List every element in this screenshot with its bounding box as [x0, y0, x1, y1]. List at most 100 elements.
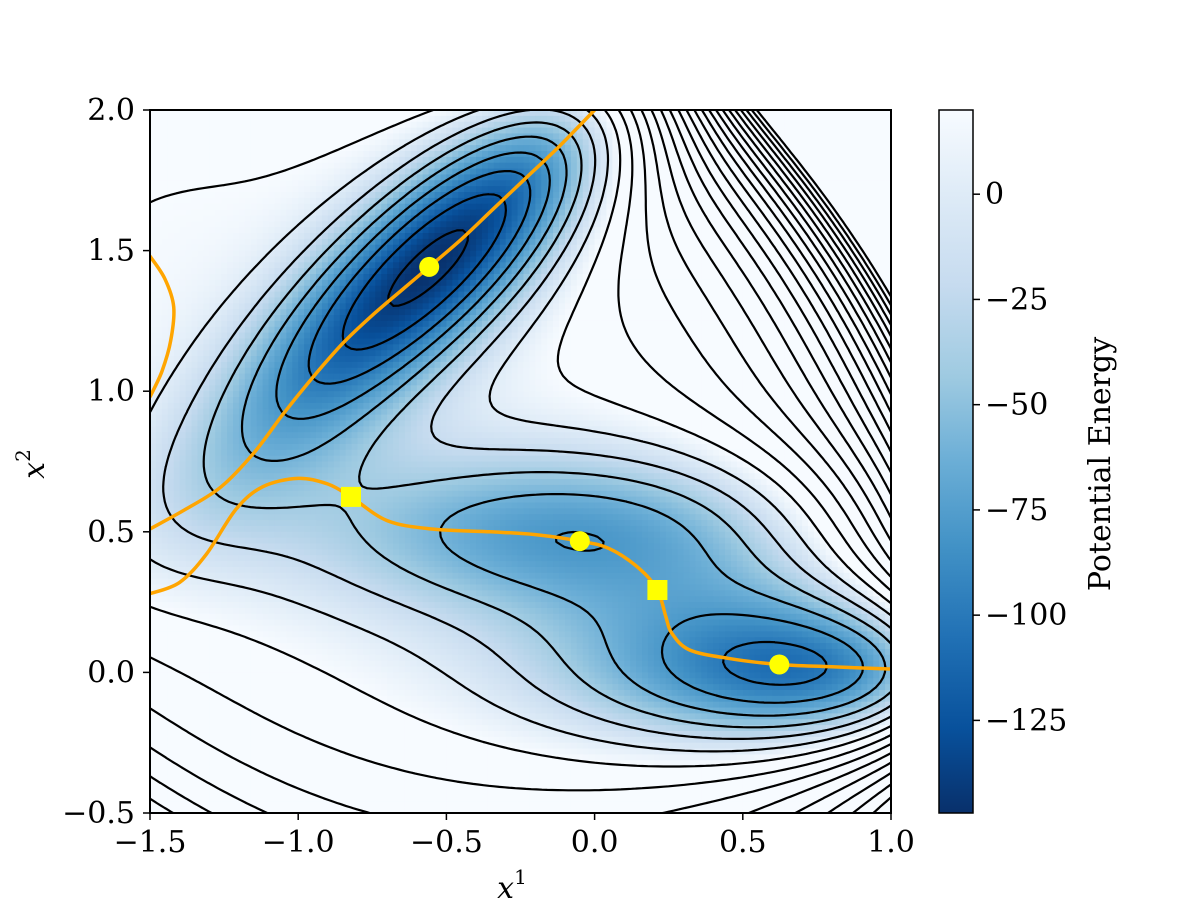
heat-cell [156, 157, 163, 163]
heat-cell [541, 333, 548, 339]
heat-cell [423, 157, 430, 163]
heat-cell [630, 309, 637, 315]
heat-cell [357, 180, 364, 186]
heat-cell [328, 251, 335, 257]
heat-cell [429, 315, 436, 321]
heat-cell [257, 274, 264, 280]
heat-cell [606, 251, 613, 257]
heat-cell [269, 239, 276, 245]
heat-cell [571, 292, 578, 298]
heat-cell [470, 233, 477, 239]
heat-cell [340, 157, 347, 163]
heat-cell [470, 309, 477, 315]
heat-cell [612, 157, 619, 163]
heat-cell [571, 286, 578, 292]
heat-cell [310, 163, 317, 169]
heat-cell [269, 321, 276, 327]
heat-cell [328, 174, 335, 180]
heat-cell [547, 333, 554, 339]
heat-cell [737, 256, 744, 262]
heat-cell [553, 338, 560, 344]
heat-cell [547, 280, 554, 286]
heat-cell [269, 139, 276, 145]
heat-cell [186, 227, 193, 233]
heat-cell [375, 297, 382, 303]
heat-cell [233, 262, 240, 268]
heat-cell [162, 245, 169, 251]
heat-cell [221, 157, 228, 163]
heat-cell [310, 327, 317, 333]
heat-cell [174, 274, 181, 280]
heat-cell [375, 239, 382, 245]
heat-cell [796, 122, 803, 128]
heat-cell [292, 215, 299, 221]
heat-cell [612, 245, 619, 251]
heat-cell [162, 321, 169, 327]
heat-cell [855, 139, 862, 145]
heat-cell [725, 315, 732, 321]
heat-cell [363, 128, 370, 134]
heat-cell [506, 221, 513, 227]
heat-cell [879, 128, 886, 134]
heat-cell [162, 204, 169, 210]
heat-cell [239, 145, 246, 151]
heat-cell [873, 251, 880, 257]
heat-cell [577, 262, 584, 268]
heat-cell [221, 128, 228, 134]
heat-cell [506, 274, 513, 280]
heat-cell [215, 145, 222, 151]
heat-cell [761, 262, 768, 268]
heat-cell [482, 239, 489, 245]
heat-cell [186, 128, 193, 134]
heat-cell [713, 215, 720, 221]
heat-cell [369, 157, 376, 163]
heat-cell [571, 327, 578, 333]
heat-cell [648, 180, 655, 186]
heat-cell [571, 169, 578, 175]
heat-cell [429, 210, 436, 216]
heat-cell [844, 204, 851, 210]
heat-cell [458, 321, 465, 327]
heat-cell [695, 338, 702, 344]
heat-cell [844, 133, 851, 139]
heat-cell [239, 210, 246, 216]
heat-cell [814, 139, 821, 145]
heat-cell [263, 333, 270, 339]
heat-cell [660, 233, 667, 239]
heat-cell [606, 303, 613, 309]
heat-cell [553, 333, 560, 339]
heat-cell [518, 198, 525, 204]
heat-cell [174, 327, 181, 333]
heat-cell [844, 151, 851, 157]
heat-cell [636, 251, 643, 257]
heat-cell [523, 292, 530, 298]
heat-cell [340, 174, 347, 180]
heat-cell [263, 204, 270, 210]
heat-cell [227, 186, 234, 192]
heat-cell [861, 122, 868, 128]
heat-cell [180, 297, 187, 303]
heat-cell [257, 315, 264, 321]
heat-cell [612, 221, 619, 227]
heat-cell [310, 251, 317, 257]
heat-cell [209, 151, 216, 157]
heat-cell [547, 256, 554, 262]
heat-cell [363, 157, 370, 163]
heat-cell [719, 198, 726, 204]
heat-cell [363, 268, 370, 274]
heat-cell [855, 116, 862, 122]
heat-cell [648, 303, 655, 309]
heat-cell [606, 297, 613, 303]
heat-cell [304, 327, 311, 333]
heat-cell [245, 286, 252, 292]
heat-cell [381, 327, 388, 333]
heat-cell [636, 338, 643, 344]
heat-cell [636, 262, 643, 268]
heat-cell [203, 274, 210, 280]
heat-cell [215, 227, 222, 233]
heat-cell [749, 303, 756, 309]
heat-cell [346, 169, 353, 175]
heat-cell [180, 245, 187, 251]
heat-cell [559, 116, 566, 122]
heat-cell [209, 327, 216, 333]
